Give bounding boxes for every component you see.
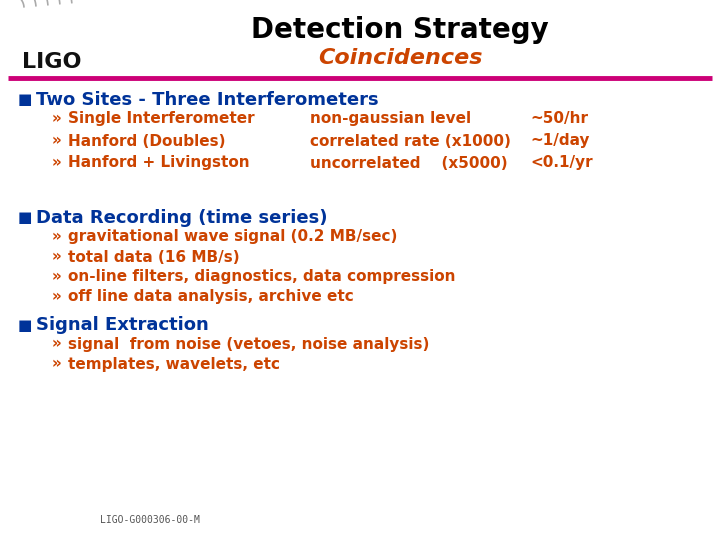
Text: Hanford + Livingston: Hanford + Livingston bbox=[68, 156, 250, 171]
Text: off line data analysis, archive etc: off line data analysis, archive etc bbox=[68, 289, 354, 305]
Text: »: » bbox=[52, 289, 62, 305]
Text: signal  from noise (vetoes, noise analysis): signal from noise (vetoes, noise analysi… bbox=[68, 336, 429, 352]
Text: »: » bbox=[52, 356, 62, 372]
Text: ■: ■ bbox=[18, 318, 32, 333]
Text: ■: ■ bbox=[18, 211, 32, 226]
Text: correlated rate (x1000): correlated rate (x1000) bbox=[310, 133, 511, 148]
Text: Detection Strategy: Detection Strategy bbox=[251, 16, 549, 44]
Text: Two Sites - Three Interferometers: Two Sites - Three Interferometers bbox=[36, 91, 379, 109]
Text: »: » bbox=[52, 230, 62, 245]
Text: »: » bbox=[52, 336, 62, 352]
Text: non-gaussian level: non-gaussian level bbox=[310, 111, 471, 126]
Text: »: » bbox=[52, 111, 62, 126]
Text: Data Recording (time series): Data Recording (time series) bbox=[36, 209, 328, 227]
Text: »: » bbox=[52, 269, 62, 285]
Text: gravitational wave signal (0.2 MB/sec): gravitational wave signal (0.2 MB/sec) bbox=[68, 230, 397, 245]
Text: on-line filters, diagnostics, data compression: on-line filters, diagnostics, data compr… bbox=[68, 269, 456, 285]
Text: Coincidences: Coincidences bbox=[318, 48, 482, 68]
Text: ~1/day: ~1/day bbox=[530, 133, 590, 148]
Text: »: » bbox=[52, 156, 62, 171]
Text: »: » bbox=[52, 133, 62, 148]
Text: ■: ■ bbox=[18, 92, 32, 107]
Text: Hanford (Doubles): Hanford (Doubles) bbox=[68, 133, 225, 148]
Text: Single Interferometer: Single Interferometer bbox=[68, 111, 255, 126]
Text: LIGO: LIGO bbox=[22, 52, 82, 72]
Text: uncorrelated    (x5000): uncorrelated (x5000) bbox=[310, 156, 508, 171]
Text: total data (16 MB/s): total data (16 MB/s) bbox=[68, 249, 240, 265]
Text: templates, wavelets, etc: templates, wavelets, etc bbox=[68, 356, 280, 372]
Text: <0.1/yr: <0.1/yr bbox=[530, 156, 593, 171]
Text: »: » bbox=[52, 249, 62, 265]
Text: ~50/hr: ~50/hr bbox=[530, 111, 588, 126]
Text: Signal Extraction: Signal Extraction bbox=[36, 316, 209, 334]
Text: LIGO-G000306-00-M: LIGO-G000306-00-M bbox=[100, 515, 200, 525]
